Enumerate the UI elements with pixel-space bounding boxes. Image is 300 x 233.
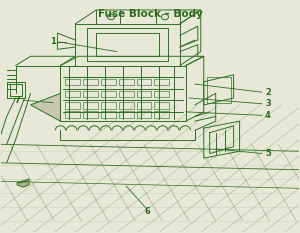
Bar — [118, 111, 134, 118]
Bar — [101, 91, 116, 97]
Bar — [65, 79, 80, 86]
Bar — [136, 102, 152, 109]
Bar — [136, 91, 152, 97]
Bar — [83, 91, 98, 97]
Bar — [65, 91, 80, 97]
Bar — [118, 79, 134, 86]
Bar — [118, 91, 134, 97]
Bar — [83, 79, 98, 86]
Bar — [154, 79, 169, 86]
Bar — [118, 102, 134, 109]
Bar — [136, 111, 152, 118]
Bar — [65, 111, 80, 118]
Text: 7: 7 — [14, 96, 20, 105]
Polygon shape — [31, 93, 60, 121]
Bar — [154, 111, 169, 118]
Bar — [83, 111, 98, 118]
Bar — [154, 91, 169, 97]
Text: 3: 3 — [265, 99, 271, 108]
Text: 6: 6 — [144, 207, 150, 216]
Text: 1: 1 — [50, 37, 56, 46]
Bar — [101, 102, 116, 109]
Bar — [101, 79, 116, 86]
Bar — [136, 79, 152, 86]
Text: 5: 5 — [265, 149, 271, 158]
Polygon shape — [17, 179, 29, 187]
Bar — [207, 77, 231, 103]
Bar — [65, 102, 80, 109]
Bar — [101, 111, 116, 118]
Text: 4: 4 — [265, 111, 271, 120]
Bar — [154, 102, 169, 109]
Text: 2: 2 — [265, 88, 271, 97]
Bar — [83, 102, 98, 109]
Text: Fuse Block – Body: Fuse Block – Body — [98, 9, 202, 19]
